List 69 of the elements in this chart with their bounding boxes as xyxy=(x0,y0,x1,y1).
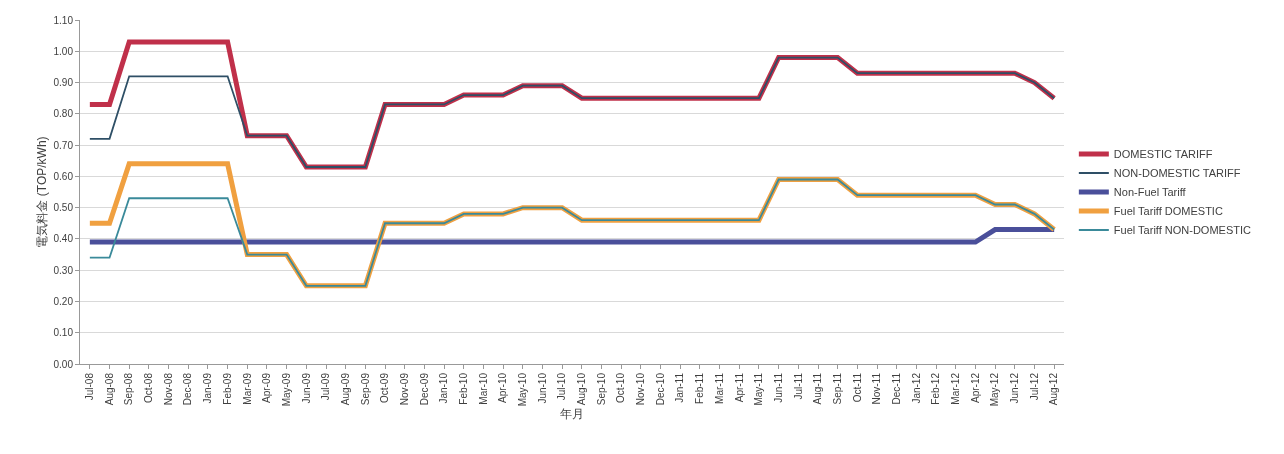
x-tick-label: May-11 xyxy=(753,372,765,406)
y-tick-label: 1.10 xyxy=(53,14,74,26)
x-tick-label: Aug-09 xyxy=(339,372,351,406)
y-axis-title: 電気料金 (TOP/kWh) xyxy=(35,136,49,248)
x-tick-label: Nov-09 xyxy=(398,372,410,406)
y-tick-label: 0.70 xyxy=(53,139,74,151)
x-tick-label: May-10 xyxy=(517,372,529,407)
x-tick-label: Feb-10 xyxy=(458,372,470,405)
x-tick-label: Mar-11 xyxy=(713,372,725,404)
x-tick-label: Feb-11 xyxy=(694,372,706,404)
x-tick-label: Jun-09 xyxy=(300,372,312,404)
x-tick-label: Apr-10 xyxy=(497,372,509,404)
x-tick-label: Dec-11 xyxy=(890,372,902,405)
legend-label: DOMESTIC TARIFF xyxy=(1113,148,1213,161)
y-tick-label: 0.50 xyxy=(53,202,74,214)
x-tick-label: May-12 xyxy=(989,372,1001,407)
y-tick-label: 0.80 xyxy=(53,108,74,120)
y-tick-label: 0.30 xyxy=(53,264,74,276)
x-tick-label: Feb-12 xyxy=(930,372,942,405)
x-tick-label: Mar-12 xyxy=(950,372,962,405)
x-tick-label: Aug-11 xyxy=(812,372,824,405)
x-tick-label: Sep-09 xyxy=(359,372,371,406)
x-tick-label: Jul-11 xyxy=(792,372,804,400)
x-tick-label: Jan-10 xyxy=(438,372,450,404)
x-tick-label: Jan-11 xyxy=(674,372,686,403)
legend-label: Non-Fuel Tariff xyxy=(1113,186,1187,199)
x-tick-label: Jun-12 xyxy=(1009,372,1021,404)
x-tick-label: Aug-08 xyxy=(103,372,115,406)
x-tick-label: Sep-10 xyxy=(595,372,607,406)
x-tick-label: Apr-12 xyxy=(969,372,981,404)
x-tick-label: Nov-10 xyxy=(635,372,647,406)
x-tick-label: Mar-10 xyxy=(477,372,489,405)
x-tick-label: Jun-11 xyxy=(772,372,784,403)
x-tick-label: Sep-08 xyxy=(123,372,135,406)
y-tick-label: 0.10 xyxy=(53,327,74,339)
legend-label: Fuel Tariff DOMESTIC xyxy=(1113,205,1223,218)
x-tick-label: Jul-12 xyxy=(1028,372,1040,401)
x-tick-label: Feb-09 xyxy=(221,372,233,405)
x-tick-label: Sep-11 xyxy=(831,372,843,405)
x-tick-label: May-09 xyxy=(280,372,292,407)
x-tick-label: Oct-11 xyxy=(851,372,863,403)
x-tick-label: Oct-10 xyxy=(615,372,627,404)
y-tick-label: 0.90 xyxy=(53,77,74,89)
x-tick-label: Jul-09 xyxy=(320,372,332,401)
x-tick-label: Nov-11 xyxy=(871,372,883,405)
x-tick-label: Mar-09 xyxy=(241,372,253,405)
x-tick-label: Dec-08 xyxy=(182,372,194,406)
x-tick-label: Jul-08 xyxy=(84,372,96,401)
legend-label: Fuel Tariff NON-DOMESTIC xyxy=(1113,224,1252,237)
y-tick-label: 0.20 xyxy=(53,295,74,307)
y-tick-label: 0.40 xyxy=(53,233,74,245)
x-tick-label: Jan-09 xyxy=(202,372,214,404)
y-tick-label: 0.60 xyxy=(53,170,74,182)
x-tick-label: Aug-10 xyxy=(576,372,588,406)
x-tick-label: Oct-09 xyxy=(379,372,391,404)
y-tick-label: 1.00 xyxy=(53,45,74,57)
x-axis-title: 年月 xyxy=(560,407,584,422)
x-tick-label: Jun-10 xyxy=(536,372,548,404)
x-tick-label: Oct-08 xyxy=(143,372,155,404)
x-tick-label: Dec-10 xyxy=(654,372,666,406)
x-tick-label: Dec-09 xyxy=(418,372,430,406)
y-tick-label: 0.00 xyxy=(53,358,74,370)
x-tick-label: Jan-12 xyxy=(910,372,922,404)
x-tick-label: Aug-12 xyxy=(1048,372,1060,406)
x-tick-label: Nov-08 xyxy=(162,372,174,406)
x-tick-label: Apr-11 xyxy=(733,372,745,403)
x-tick-label: Jul-10 xyxy=(556,372,568,401)
x-tick-label: Apr-09 xyxy=(261,372,273,404)
legend-label: NON-DOMESTIC TARIFF xyxy=(1113,167,1241,180)
